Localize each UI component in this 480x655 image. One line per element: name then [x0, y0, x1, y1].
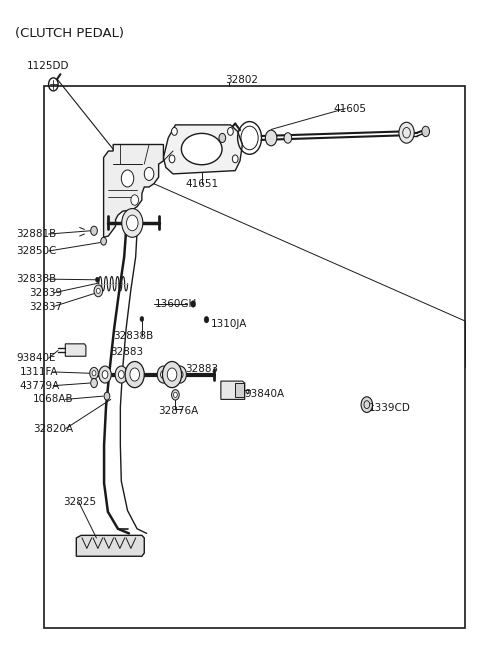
Circle shape — [171, 128, 177, 136]
Circle shape — [422, 126, 430, 137]
Circle shape — [265, 130, 277, 146]
Circle shape — [90, 367, 98, 379]
Circle shape — [171, 390, 179, 400]
Circle shape — [99, 366, 111, 383]
Text: 1360GH: 1360GH — [156, 299, 198, 309]
Text: 32883: 32883 — [185, 364, 218, 373]
Text: 41651: 41651 — [185, 179, 218, 189]
Circle shape — [284, 133, 292, 143]
Text: 32838B: 32838B — [114, 331, 154, 341]
Polygon shape — [104, 145, 163, 237]
Text: 1339CD: 1339CD — [369, 403, 411, 413]
Polygon shape — [235, 383, 244, 398]
Circle shape — [122, 208, 143, 237]
Circle shape — [177, 371, 183, 379]
Circle shape — [144, 168, 154, 180]
Text: 32883: 32883 — [110, 347, 143, 358]
Circle shape — [130, 368, 140, 381]
Circle shape — [94, 285, 103, 297]
Circle shape — [91, 226, 97, 235]
Circle shape — [121, 170, 134, 187]
Circle shape — [101, 237, 107, 245]
Circle shape — [191, 301, 195, 307]
Text: 32850C: 32850C — [16, 246, 57, 256]
Bar — [44, 86, 465, 628]
Text: (CLUTCH PEDAL): (CLUTCH PEDAL) — [15, 27, 124, 40]
Circle shape — [162, 362, 181, 388]
Text: 43779A: 43779A — [20, 381, 60, 390]
Circle shape — [167, 368, 177, 381]
Text: 93840E: 93840E — [16, 353, 56, 364]
Circle shape — [174, 366, 186, 383]
Circle shape — [361, 397, 372, 413]
Text: 32839: 32839 — [29, 288, 62, 298]
Circle shape — [157, 366, 169, 383]
Ellipse shape — [181, 134, 222, 165]
Circle shape — [160, 371, 166, 379]
Circle shape — [232, 155, 238, 163]
Circle shape — [127, 215, 138, 231]
Circle shape — [96, 288, 100, 293]
Polygon shape — [76, 535, 144, 556]
Text: 32881B: 32881B — [16, 229, 57, 239]
Text: 41605: 41605 — [333, 103, 366, 113]
Circle shape — [228, 128, 233, 136]
Text: 1068AB: 1068AB — [33, 394, 74, 404]
Circle shape — [96, 277, 99, 282]
Circle shape — [131, 195, 139, 205]
Circle shape — [115, 366, 128, 383]
Circle shape — [399, 122, 414, 143]
Polygon shape — [163, 125, 242, 174]
Circle shape — [204, 316, 209, 323]
Circle shape — [140, 316, 144, 322]
Polygon shape — [65, 344, 86, 356]
Circle shape — [169, 155, 175, 163]
Circle shape — [102, 371, 108, 379]
Text: 32838B: 32838B — [16, 274, 57, 284]
Text: 1310JA: 1310JA — [211, 318, 248, 329]
Circle shape — [92, 371, 96, 376]
Text: 1311FA: 1311FA — [20, 367, 59, 377]
Text: 1125DD: 1125DD — [27, 61, 70, 71]
Circle shape — [125, 362, 144, 388]
Circle shape — [219, 134, 226, 143]
Circle shape — [91, 379, 97, 388]
Text: 32820A: 32820A — [33, 424, 73, 434]
Polygon shape — [221, 381, 245, 400]
Text: 32876A: 32876A — [158, 406, 199, 416]
Circle shape — [119, 371, 124, 379]
Text: 32802: 32802 — [226, 75, 259, 85]
Circle shape — [104, 392, 110, 400]
Text: 32825: 32825 — [63, 497, 96, 507]
Circle shape — [173, 392, 177, 398]
Text: 32837: 32837 — [29, 301, 62, 312]
Text: 93840A: 93840A — [245, 389, 285, 399]
